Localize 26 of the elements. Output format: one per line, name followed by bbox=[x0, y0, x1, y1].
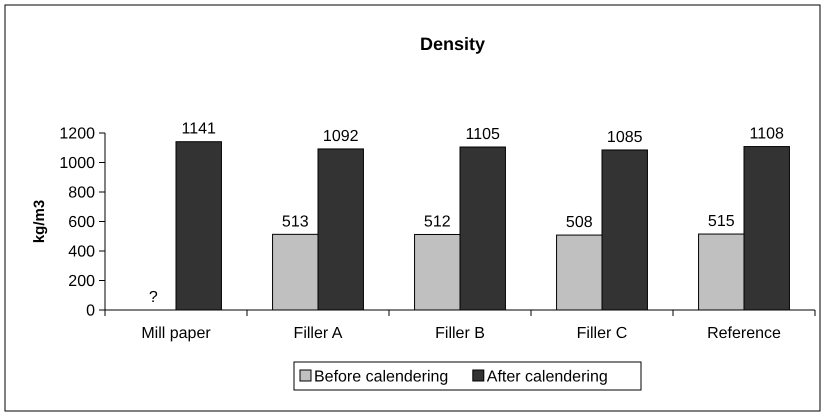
data-label: 1141 bbox=[182, 120, 216, 138]
x-tick-label: Reference bbox=[707, 325, 782, 342]
y-tick-label: 800 bbox=[68, 184, 96, 202]
chart-title: Density bbox=[420, 34, 486, 54]
data-label: 512 bbox=[424, 213, 451, 230]
legend-label: After calendering bbox=[486, 368, 608, 386]
y-tick-label: 1000 bbox=[59, 155, 96, 172]
y-tick-label: 200 bbox=[68, 273, 96, 290]
x-tick-label: Mill paper bbox=[141, 325, 212, 342]
data-label: 515 bbox=[708, 213, 735, 230]
y-tick-label: 0 bbox=[86, 302, 96, 320]
data-label: 508 bbox=[566, 214, 593, 232]
x-tick-label: Filler A bbox=[294, 325, 343, 342]
y-tick-label: 600 bbox=[68, 214, 96, 232]
data-label: 1105 bbox=[466, 126, 500, 144]
y-tick-label: 1200 bbox=[59, 126, 96, 143]
x-tick-label: Filler B bbox=[435, 325, 485, 342]
legend-label: Before calendering bbox=[314, 368, 448, 386]
y-tick-label: 400 bbox=[68, 244, 96, 261]
x-tick-label: Filler C bbox=[576, 325, 628, 342]
data-label: 1085 bbox=[606, 128, 643, 146]
data-label: 1092 bbox=[322, 128, 359, 145]
text: ? bbox=[148, 289, 158, 306]
y-axis-title: kg/m3 bbox=[31, 200, 48, 244]
data-label: 1108 bbox=[750, 126, 784, 143]
data-label: 513 bbox=[282, 213, 309, 230]
